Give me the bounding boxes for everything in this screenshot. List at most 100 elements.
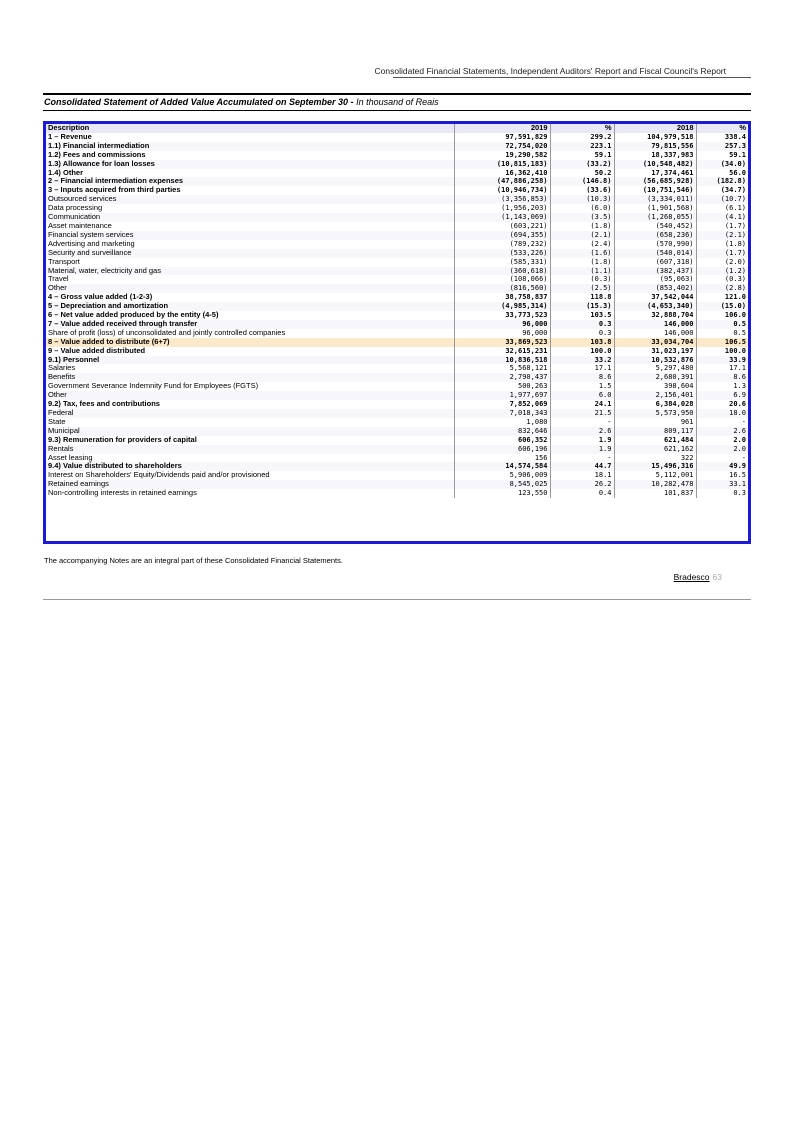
row-label: Federal [46,409,454,418]
row-label: 1.3) Allowance for loan losses [46,159,454,169]
row-label: Transport [48,257,80,266]
value-2019: 500,263 [453,382,550,392]
value-2018: (56,685,928) [613,177,696,187]
value-2018: (382,437) [613,266,696,276]
value-2019: 32,615,231 [453,346,550,356]
table-row: 8 – Value added to distribute (6+7) 33,86… [46,337,748,347]
pct-2019: 17.1 [549,364,614,374]
row-label: 4 – Gross value added (1-2-3) [48,293,153,302]
pct-2018: (2.1) [695,230,748,240]
row-label: 1 – Revenue [48,132,92,141]
value-2018: 2,680,391 [613,373,696,383]
table-row: Transport (585,331) (1.8) (607,318) (2.0) [46,257,748,267]
pct-2019: 103.8 [549,337,614,347]
table-row: Rentals 606,196 1.9 621,162 2.0 [46,444,748,454]
table-row: Interest on Shareholders' Equity/Dividen… [46,471,748,481]
value-2019: 606,352 [453,435,550,445]
pct-2018: 2.6 [695,426,748,436]
pct-2018: 0.5 [695,319,748,329]
pct-2019: 299.2 [549,132,614,142]
pct-2019: 103.5 [549,311,614,320]
value-2019: 72,754,020 [453,141,550,151]
pct-2018: 59.1 [695,150,748,160]
value-2018: 621,162 [613,444,696,454]
value-2019: (360,618) [453,266,550,276]
added-value-table: Description 2019 % 2018 % 1 – Revenue 97,… [46,124,748,499]
pct-2019: (3.5) [549,213,614,222]
table-row: 1.4) Other 16,362,410 50.2 17,374,461 56.0 [46,168,748,178]
pct-2019: 59.1 [549,150,614,160]
pct-2018: (2.0) [695,257,748,267]
statement-title: Consolidated Statement of Added Value Ac… [44,97,439,107]
pct-2018: 56.0 [695,168,748,178]
pct-2018: 20.6 [695,400,748,409]
value-2019: 96,000 [453,328,550,338]
pct-2018: 33.1 [695,480,748,490]
table-row: Government Severance Indemnity Fund for … [46,382,748,392]
pct-2019: (1.1) [549,266,614,276]
pct-2019: 18.1 [549,471,614,481]
pct-2019: 26.2 [549,480,614,490]
value-2019: 2,790,437 [453,373,550,383]
table-row: Retained earnings 8,545,025 26.2 10,282,478… [46,480,748,490]
table-row: Salaries 5,568,121 17.1 5,297,480 17.1 [46,364,748,374]
table-row: Municipal 832,646 2.6 809,117 2.6 [46,426,748,436]
value-2018: 5,573,950 [613,409,696,418]
pct-2019: 0.3 [549,319,614,329]
value-2018: (10,548,482) [613,159,696,169]
row-label: 5 – Depreciation and amortization [46,302,454,312]
row-label: Advertising and marketing [48,239,135,248]
table-row: 9.2) Tax, fees and contributions 7,852,06… [46,400,748,409]
pct-2018: 106.0 [695,311,748,320]
row-label: 9.2) Tax, fees and contributions [48,400,160,409]
pct-2019: (1.6) [549,248,614,258]
value-2019: (10,815,183) [453,159,550,169]
value-2019: (10,946,734) [453,186,550,196]
row-label: Other [46,391,454,401]
table-row: Non-controlling interests in retained ea… [46,489,748,499]
value-2019: 8,545,025 [453,480,550,490]
value-2019: (1,143,069) [453,213,550,222]
value-2018: 10,282,478 [613,480,696,490]
pct-2018: (6.1) [695,204,748,214]
pct-2019: 8.6 [549,373,614,383]
pct-2018: 17.1 [695,364,748,374]
value-2018: 18,337,983 [613,150,696,160]
pct-2018: (0.3) [695,275,748,285]
row-label: State [48,417,66,426]
table-body: 1 – Revenue 97,591,829 299.2 104,979,518 338… [46,132,748,499]
header-year-2019: 2019 [453,124,550,133]
pct-2019: - [549,417,614,427]
pct-2019: 0.4 [549,489,614,499]
value-2018: 33,034,704 [613,337,696,347]
table-row: 9 – Value added distributed 32,615,231 100… [46,346,748,356]
table-row: Benefits 2,790,437 8.6 2,680,391 8.6 [46,373,748,383]
pct-2019: (15.3) [549,302,614,312]
value-2018: 146,000 [613,319,696,329]
value-2019: (694,355) [453,230,550,240]
table-row: 3 – Inputs acquired from third parties (1… [46,186,748,196]
value-2018: 37,542,044 [613,293,696,303]
value-2019: 19,290,582 [453,150,550,160]
value-2018: (570,990) [613,239,696,249]
value-2019: 33,773,523 [453,311,550,320]
table-row: Travel (108,066) (0.3) (95,063) (0.3) [46,275,748,285]
row-label: Salaries [48,364,76,373]
value-2018: 104,979,518 [613,132,696,142]
row-label: 2 – Financial intermediation expenses [46,177,454,187]
pct-2018: 6.9 [695,391,748,401]
value-2018: 10,532,876 [613,355,696,365]
row-label: Retained earnings [46,480,454,490]
pct-2018: (34.7) [695,186,748,196]
table-row: 1.3) Allowance for loan losses (10,815,18… [46,159,748,169]
table-row: 2 – Financial intermediation expenses (47… [46,177,748,187]
header-year-2018: 2018 [613,124,696,133]
value-2018: 5,297,480 [613,364,696,374]
pct-2018: (10.7) [695,195,748,205]
pct-2018: - [695,453,748,463]
row-label: Financial system services [46,230,454,240]
brand-name[interactable]: Bradesco [673,572,710,582]
value-2019: (585,331) [453,257,550,267]
value-2019: (816,560) [453,284,550,294]
row-label: Share of profit (loss) of unconsolidated… [48,328,286,337]
